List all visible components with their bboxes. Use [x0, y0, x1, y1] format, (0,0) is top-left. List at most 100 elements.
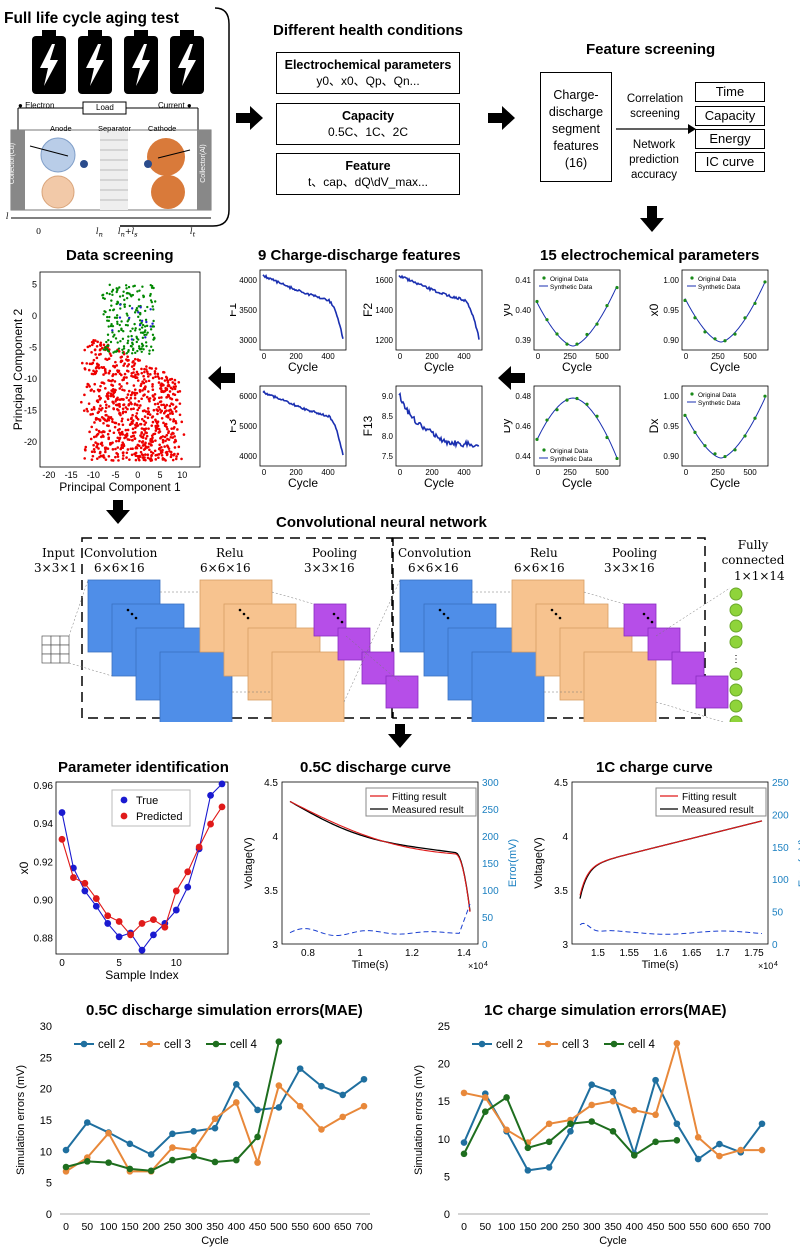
panel-ytick: 0.90 [663, 452, 679, 461]
pca-point [165, 396, 168, 399]
pca-point [113, 365, 117, 369]
pca-point [173, 435, 176, 438]
data-point [460, 1139, 468, 1146]
mae-xtick: 200 [142, 1221, 160, 1233]
pid-point [70, 864, 77, 872]
pca-point [137, 444, 141, 448]
pca-point [146, 305, 149, 309]
pca-point [157, 381, 161, 384]
pca-point [104, 410, 107, 413]
pid-xlabel: Sample Index [105, 968, 178, 982]
pid-ytick: 0.90 [34, 895, 54, 906]
pca-point [93, 382, 97, 386]
pca-point [140, 319, 144, 323]
pca-point [121, 348, 124, 351]
pca-point [152, 286, 155, 290]
pca-point [170, 427, 173, 430]
panel-point [733, 332, 737, 336]
pca-point [114, 400, 117, 403]
data-point [460, 1089, 468, 1097]
pca-point [135, 370, 139, 374]
data-point [232, 1156, 240, 1164]
pca-point [115, 314, 119, 317]
pca-point [92, 369, 95, 373]
volt-ytick: 4.5 [264, 778, 278, 789]
pca-point [136, 373, 140, 376]
pca-point [97, 417, 100, 421]
pca-point [91, 454, 95, 458]
pca-point [159, 387, 162, 390]
panel-point [545, 418, 549, 422]
pca-point [124, 284, 128, 287]
pca-point [146, 372, 150, 375]
pca-point [105, 292, 109, 295]
panel-xtick: 400 [321, 468, 335, 477]
pca-point [112, 308, 116, 311]
pca-point [84, 448, 87, 452]
pca-point [126, 428, 130, 432]
mae-ytick: 20 [438, 1059, 450, 1071]
cnn-pool2-label: Pooling [612, 546, 658, 560]
pca-point [122, 454, 125, 457]
mae-xtick: 600 [711, 1221, 729, 1233]
volt-y2tick: 250 [772, 778, 789, 789]
pca-point [114, 360, 117, 364]
volt-y2label: Error(mV) [797, 839, 800, 887]
pca-point [131, 431, 135, 435]
pca-point [96, 442, 99, 446]
volt-y2label: Error(mV) [507, 839, 519, 887]
legend-text: Original Data [550, 276, 588, 283]
pca-point [135, 340, 139, 344]
pca-point [125, 376, 128, 379]
mae-xtick: 100 [100, 1221, 118, 1233]
pca-point [104, 406, 108, 410]
legend-marker [544, 1040, 552, 1048]
pca-point [96, 399, 99, 402]
pca-point [104, 413, 108, 417]
pca-point [145, 333, 148, 336]
panel-ytick: 0.44 [515, 452, 531, 461]
pca-point [130, 365, 134, 368]
mae-xtick: 50 [81, 1221, 93, 1233]
pca-point [125, 456, 128, 459]
panel-xtick: 0 [262, 352, 267, 361]
pca-point [90, 425, 94, 429]
pca-point [92, 372, 95, 376]
pca-point [135, 306, 139, 310]
pca-point [140, 342, 144, 346]
data-point [126, 1165, 134, 1173]
panel-xlabel: Cycle [710, 476, 740, 490]
pca-point [150, 301, 154, 304]
pca-point [171, 381, 175, 384]
pca-point [115, 302, 118, 306]
pca-xtick: -20 [42, 470, 55, 480]
mae-xtick: 600 [313, 1221, 331, 1233]
pca-point [138, 323, 142, 327]
pca-point [180, 420, 184, 424]
mae-ylabel: Simulation errors (mV) [413, 1065, 425, 1175]
pid-ytick: 0.94 [34, 819, 54, 830]
mae-xtick: 550 [291, 1221, 309, 1233]
pca-point [133, 311, 137, 314]
cnn-connector [271, 591, 315, 605]
pca-point [152, 308, 155, 311]
pca-point [118, 383, 121, 386]
fc-neuron [729, 667, 743, 681]
data-point [62, 1163, 70, 1171]
data-point [588, 1118, 596, 1125]
pca-point [144, 453, 147, 456]
pca-point [143, 370, 146, 374]
pca-point [134, 308, 138, 312]
conv-map [159, 651, 233, 722]
pca-point [118, 437, 121, 441]
pca-point [104, 448, 107, 451]
pca-point [95, 369, 98, 373]
pool-map [337, 627, 371, 661]
pca-point [150, 458, 154, 462]
pca-point [148, 366, 152, 370]
pca-point [116, 452, 120, 456]
pca-point [148, 349, 151, 352]
pca-point [142, 374, 145, 378]
axis-ln-label: ln [96, 227, 103, 239]
pca-point [135, 391, 139, 395]
